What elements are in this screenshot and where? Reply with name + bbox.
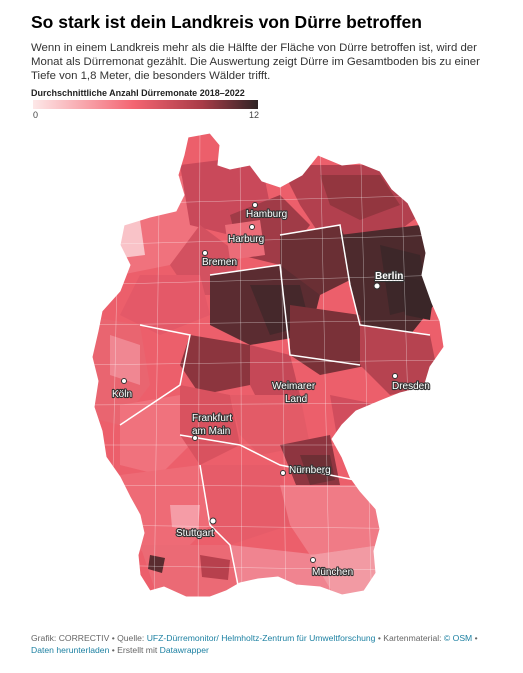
city-label-frankfurt: Frankfurt bbox=[192, 413, 232, 424]
city-nuernberg[interactable]: Nürnberg bbox=[280, 464, 332, 477]
legend-min-label: 0 bbox=[33, 110, 39, 120]
city-weimarer-land[interactable]: Weimarer Land bbox=[271, 380, 317, 406]
city-label-muenchen: München bbox=[312, 567, 353, 578]
footer-prefix: Grafik: CORRECTIV • Quelle: bbox=[31, 633, 147, 643]
city-muenchen[interactable]: München bbox=[310, 557, 354, 579]
city-label-land: Land bbox=[285, 394, 307, 405]
chart-title: So stark ist dein Landkreis von Dürre be… bbox=[31, 12, 422, 32]
state-borders bbox=[119, 224, 431, 596]
legend-title: Durchschnittliche Anzahl Dürremonate 201… bbox=[31, 88, 245, 98]
city-harburg[interactable]: Harburg bbox=[227, 224, 265, 246]
city-label-nuernberg: Nürnberg bbox=[289, 465, 331, 476]
city-dresden[interactable]: Dresden bbox=[391, 373, 431, 393]
osm-link[interactable]: © OSM bbox=[443, 633, 473, 643]
legend-color-scale bbox=[33, 100, 258, 109]
city-label-stuttgart: Stuttgart bbox=[176, 528, 214, 539]
city-label-hamburg: Hamburg bbox=[246, 209, 287, 220]
datawrapper-link[interactable]: Datawrapper bbox=[159, 645, 209, 655]
city-label-dresden: Dresden bbox=[392, 381, 430, 392]
footer-credits: Grafik: CORRECTIV • Quelle: UFZ-Dürremon… bbox=[31, 632, 501, 656]
footer-mid: • Kartenmaterial: bbox=[375, 633, 444, 643]
city-stuttgart[interactable]: Stuttgart bbox=[175, 517, 217, 540]
district-borders bbox=[92, 133, 444, 597]
chart-description: Wenn in einem Landkreis mehr als die Häl… bbox=[31, 42, 480, 82]
city-label-bremen: Bremen bbox=[202, 257, 237, 268]
city-label-berlin: Berlin bbox=[375, 271, 403, 282]
city-frankfurt[interactable]: Frankfurt am Main bbox=[191, 412, 233, 441]
download-data-link[interactable]: Daten herunterladen bbox=[31, 645, 110, 655]
city-koeln[interactable]: Köln bbox=[111, 378, 133, 401]
footer-made: • Erstellt mit bbox=[109, 645, 160, 655]
footer-sep: • bbox=[472, 633, 478, 643]
legend-max-label: 12 bbox=[249, 110, 260, 120]
city-label-harburg: Harburg bbox=[228, 234, 264, 245]
city-berlin[interactable]: Berlin bbox=[373, 270, 404, 290]
germany-drought-map[interactable]: Hamburg Harburg Bremen Berlin Köln Dresd… bbox=[80, 125, 450, 620]
city-label-weimarer: Weimarer bbox=[272, 381, 316, 392]
city-label-am-main: am Main bbox=[192, 426, 230, 437]
city-hamburg[interactable]: Hamburg bbox=[245, 202, 288, 221]
country-outline bbox=[91, 132, 445, 598]
city-bremen[interactable]: Bremen bbox=[201, 250, 238, 269]
city-label-koeln: Köln bbox=[112, 389, 132, 400]
source-link[interactable]: UFZ-Dürremonitor/ Helmholtz-Zentrum für … bbox=[146, 633, 376, 643]
district-shapes bbox=[92, 133, 444, 597]
